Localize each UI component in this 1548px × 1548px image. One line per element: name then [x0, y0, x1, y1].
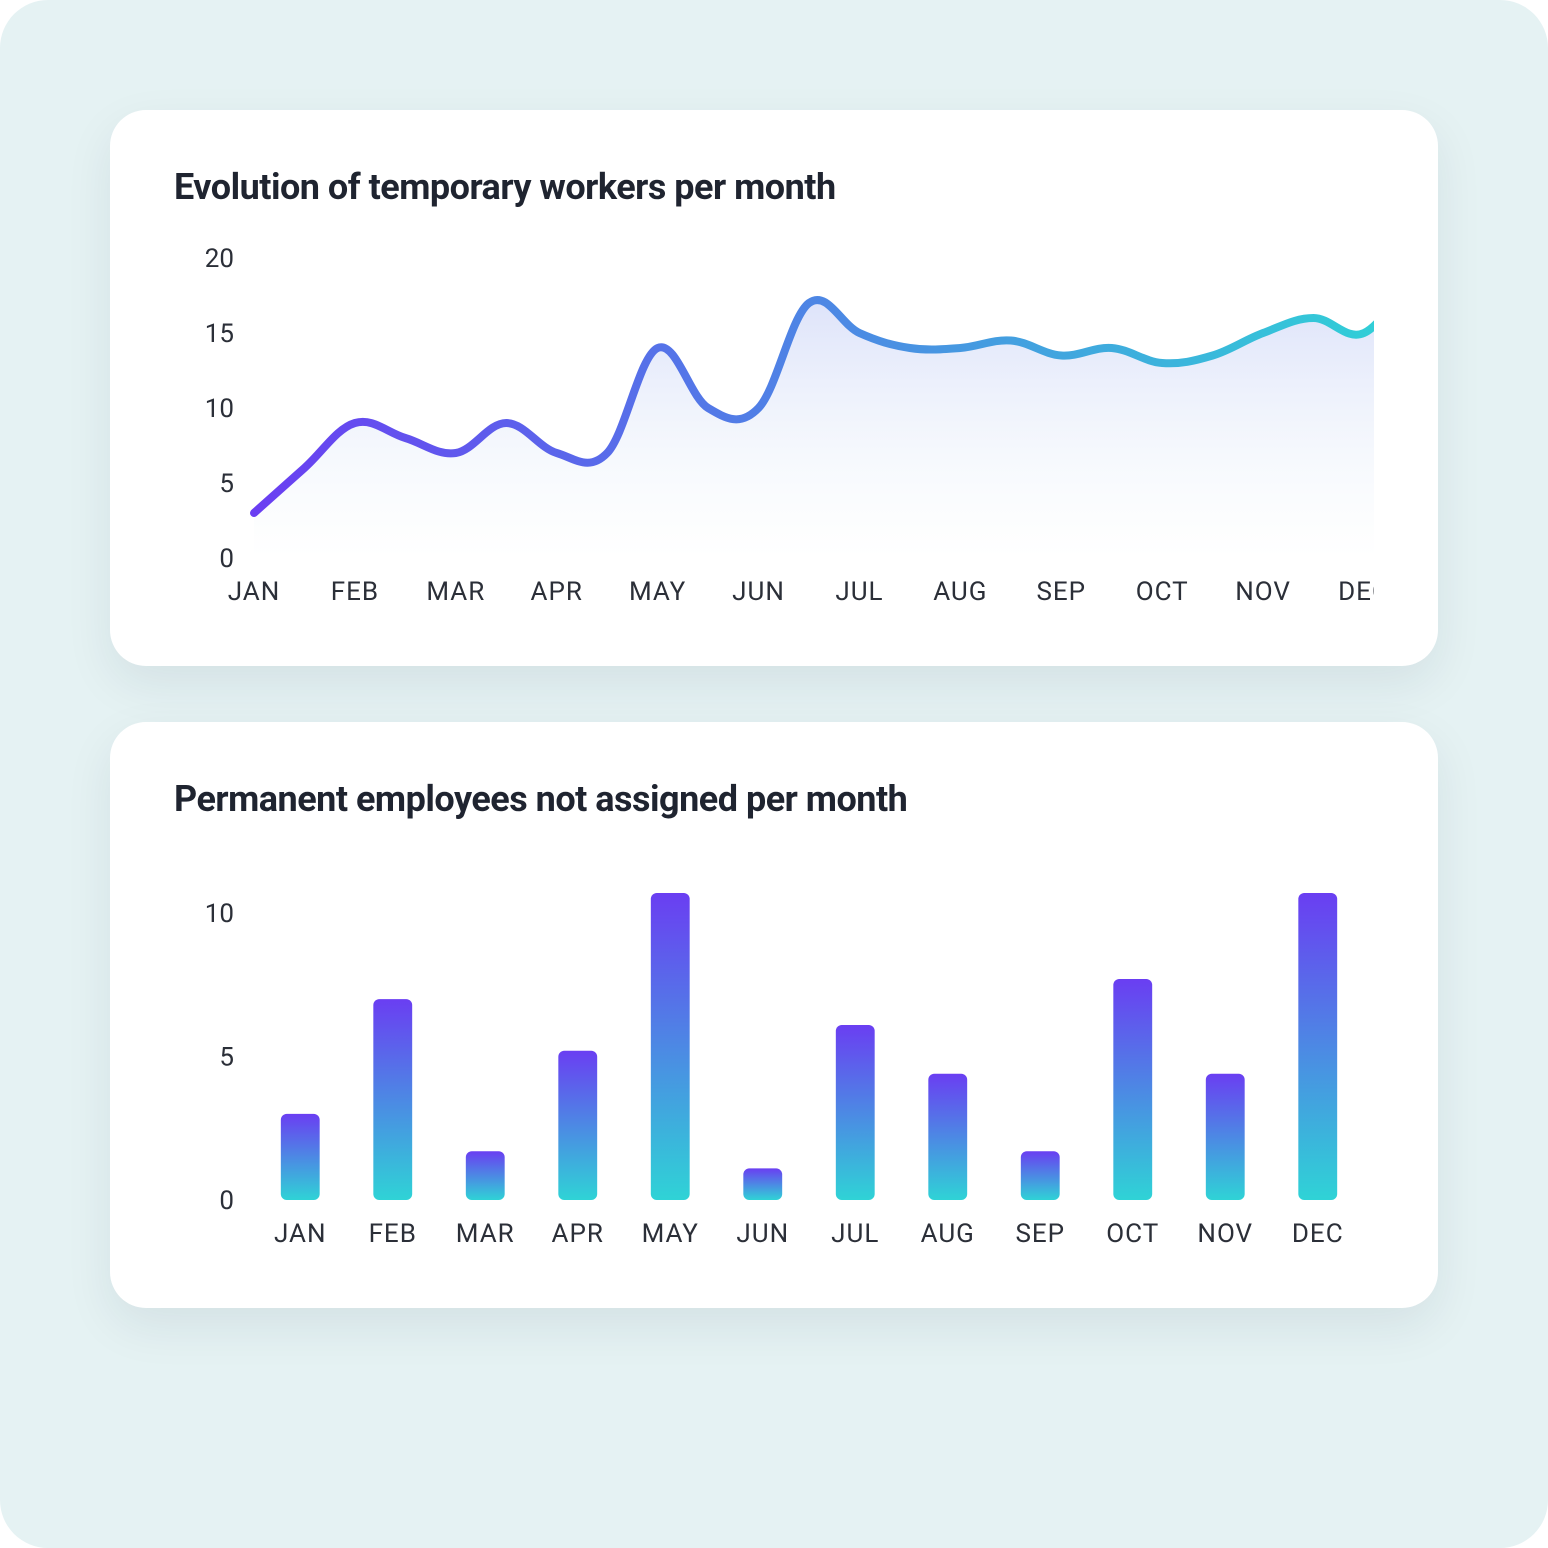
xtick-label: MAR: [426, 577, 485, 607]
xtick-label: MAR: [456, 1219, 515, 1249]
bar: [651, 893, 690, 1200]
ytick-label: 5: [219, 469, 234, 499]
temporary-workers-card: Evolution of temporary workers per month…: [110, 110, 1438, 666]
xtick-label: FEB: [369, 1219, 417, 1249]
ytick-label: 0: [219, 544, 234, 574]
xtick-label: DEC: [1338, 577, 1374, 607]
xtick-label: NOV: [1235, 577, 1291, 607]
bar: [1021, 1151, 1060, 1200]
bar: [281, 1114, 320, 1200]
ytick-label: 5: [219, 1043, 234, 1073]
bar: [1113, 979, 1152, 1200]
xtick-label: SEP: [1015, 1219, 1065, 1249]
bar: [928, 1074, 967, 1200]
ytick-label: 10: [205, 899, 234, 929]
ytick-label: 20: [205, 248, 234, 274]
bar: [836, 1025, 875, 1200]
xtick-label: FEB: [331, 577, 379, 607]
bar: [373, 999, 412, 1200]
xtick-label: APR: [531, 577, 583, 607]
bar: [743, 1168, 782, 1200]
ytick-label: 0: [219, 1186, 234, 1216]
xtick-label: AUG: [933, 577, 987, 607]
temporary-workers-chart: 0 5 10 15 20 JAN FEB MAR APR MAY JUN JUL AUG SEP OCT N…: [174, 248, 1374, 622]
permanent-employees-title: Permanent employees not assigned per mon…: [174, 778, 1374, 820]
bar: [1298, 893, 1337, 1200]
xtick-label: MAY: [642, 1219, 699, 1249]
xtick-label: OCT: [1106, 1219, 1159, 1249]
xtick-label: NOV: [1197, 1219, 1253, 1249]
xtick-label: APR: [552, 1219, 604, 1249]
temporary-workers-title: Evolution of temporary workers per month: [174, 166, 1374, 208]
xtick-label: JUN: [732, 577, 785, 607]
xtick-label: OCT: [1136, 577, 1189, 607]
xtick-label: AUG: [921, 1219, 975, 1249]
bar: [558, 1051, 597, 1200]
xtick-label: JUL: [831, 1219, 879, 1249]
ytick-label: 10: [205, 394, 234, 424]
bar: [466, 1151, 505, 1200]
xtick-label: JAN: [228, 577, 281, 607]
xtick-label: JUN: [736, 1219, 789, 1249]
xtick-label: JUL: [835, 577, 883, 607]
dashboard-container: Evolution of temporary workers per month…: [0, 0, 1548, 1548]
xtick-label: MAY: [629, 577, 686, 607]
permanent-employees-card: Permanent employees not assigned per mon…: [110, 722, 1438, 1308]
permanent-employees-chart: 0 5 10 JAN FEB MAR APR MAY JUN JUL AUG SEP OCT NOV DE…: [174, 860, 1374, 1264]
xtick-label: SEP: [1036, 577, 1086, 607]
xtick-label: JAN: [274, 1219, 327, 1249]
xtick-label: DEC: [1292, 1219, 1344, 1249]
bar: [1206, 1074, 1245, 1200]
ytick-label: 15: [205, 319, 234, 349]
